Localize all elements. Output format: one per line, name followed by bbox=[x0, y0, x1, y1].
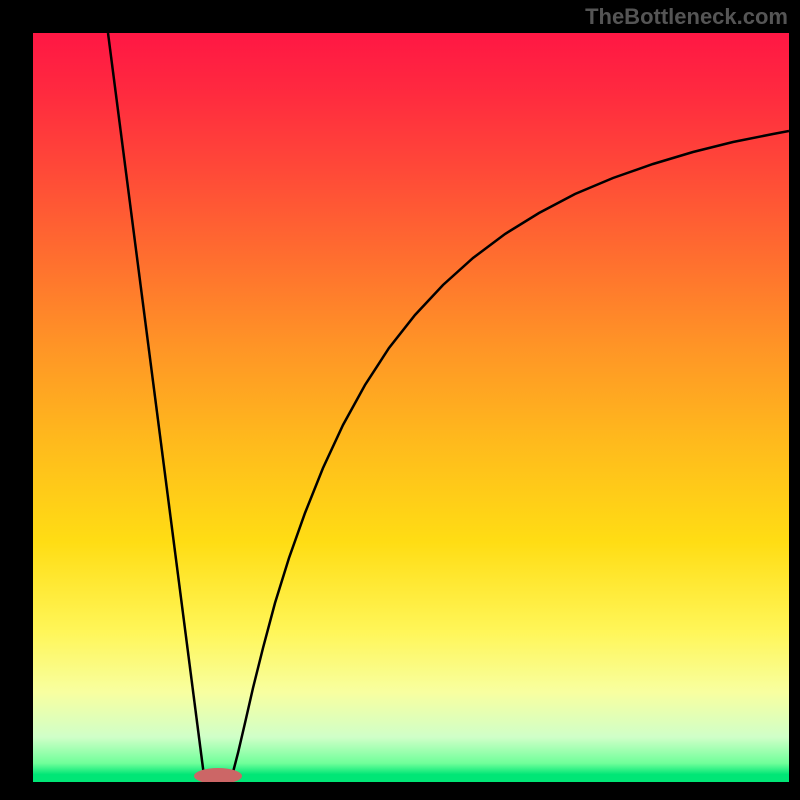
watermark-text: TheBottleneck.com bbox=[585, 4, 788, 30]
plot-area bbox=[33, 33, 789, 782]
chart-container: TheBottleneck.com bbox=[0, 0, 800, 800]
gradient-background bbox=[33, 33, 789, 782]
chart-svg bbox=[33, 33, 789, 782]
